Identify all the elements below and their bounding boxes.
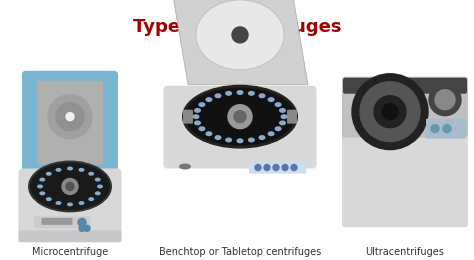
Ellipse shape — [39, 178, 46, 181]
Ellipse shape — [46, 172, 52, 176]
FancyBboxPatch shape — [287, 110, 297, 124]
Circle shape — [78, 218, 86, 226]
Ellipse shape — [225, 138, 232, 142]
Text: Microcentrifuge: Microcentrifuge — [32, 247, 108, 257]
Ellipse shape — [199, 102, 205, 107]
Ellipse shape — [182, 85, 298, 148]
Ellipse shape — [199, 126, 205, 131]
FancyBboxPatch shape — [164, 86, 317, 168]
Ellipse shape — [67, 166, 73, 171]
Circle shape — [435, 90, 455, 110]
FancyBboxPatch shape — [342, 77, 468, 138]
Text: Benchtop or Tabletop centrifuges: Benchtop or Tabletop centrifuges — [159, 247, 321, 257]
Circle shape — [232, 27, 248, 43]
FancyBboxPatch shape — [37, 81, 103, 165]
Ellipse shape — [95, 191, 100, 195]
Ellipse shape — [289, 164, 301, 170]
Circle shape — [291, 165, 297, 171]
Ellipse shape — [215, 93, 221, 98]
Ellipse shape — [88, 197, 94, 201]
Ellipse shape — [88, 172, 94, 176]
Circle shape — [273, 165, 279, 171]
Circle shape — [443, 125, 451, 133]
Circle shape — [66, 183, 74, 190]
FancyBboxPatch shape — [34, 216, 91, 228]
Ellipse shape — [281, 114, 288, 119]
FancyBboxPatch shape — [22, 71, 118, 178]
Circle shape — [429, 84, 461, 116]
Text: Types of Centrifuges: Types of Centrifuges — [133, 18, 341, 36]
Circle shape — [264, 165, 270, 171]
Ellipse shape — [258, 93, 265, 98]
Circle shape — [360, 82, 420, 142]
Ellipse shape — [79, 168, 84, 172]
Ellipse shape — [28, 160, 112, 212]
Ellipse shape — [248, 91, 255, 96]
FancyBboxPatch shape — [18, 230, 121, 242]
Text: Ultracentrifuges: Ultracentrifuges — [365, 247, 445, 257]
Ellipse shape — [274, 102, 282, 107]
FancyBboxPatch shape — [343, 78, 467, 94]
Ellipse shape — [268, 97, 274, 102]
Ellipse shape — [55, 168, 62, 172]
FancyBboxPatch shape — [342, 77, 468, 227]
Ellipse shape — [194, 108, 201, 113]
Ellipse shape — [279, 108, 286, 113]
Ellipse shape — [55, 201, 62, 205]
Circle shape — [255, 165, 261, 171]
Ellipse shape — [97, 184, 103, 188]
Ellipse shape — [279, 120, 286, 125]
Ellipse shape — [225, 91, 232, 96]
Ellipse shape — [258, 135, 265, 140]
Ellipse shape — [179, 164, 191, 170]
Circle shape — [228, 105, 252, 129]
Ellipse shape — [205, 131, 212, 136]
Circle shape — [352, 74, 428, 150]
Circle shape — [79, 225, 85, 231]
Ellipse shape — [95, 178, 100, 181]
Ellipse shape — [237, 138, 244, 143]
Ellipse shape — [205, 97, 212, 102]
Ellipse shape — [194, 120, 201, 125]
Ellipse shape — [185, 88, 295, 146]
Ellipse shape — [215, 135, 221, 140]
Ellipse shape — [79, 201, 84, 205]
FancyBboxPatch shape — [42, 218, 73, 225]
Ellipse shape — [248, 138, 255, 142]
Polygon shape — [172, 0, 308, 85]
Circle shape — [56, 103, 84, 131]
Circle shape — [382, 104, 398, 120]
Circle shape — [62, 178, 78, 194]
FancyBboxPatch shape — [249, 161, 306, 173]
Ellipse shape — [196, 0, 284, 70]
Circle shape — [374, 96, 406, 128]
Circle shape — [234, 111, 246, 123]
FancyBboxPatch shape — [426, 119, 466, 139]
Circle shape — [48, 95, 92, 139]
Ellipse shape — [30, 162, 110, 210]
Ellipse shape — [237, 90, 244, 95]
Circle shape — [431, 125, 439, 133]
Circle shape — [282, 165, 288, 171]
FancyBboxPatch shape — [18, 168, 121, 238]
Ellipse shape — [268, 131, 274, 136]
Ellipse shape — [192, 114, 200, 119]
FancyBboxPatch shape — [183, 110, 193, 124]
Ellipse shape — [46, 197, 52, 201]
Ellipse shape — [37, 184, 43, 188]
Ellipse shape — [274, 126, 282, 131]
Ellipse shape — [67, 202, 73, 206]
Circle shape — [84, 225, 90, 231]
Ellipse shape — [39, 191, 46, 195]
Circle shape — [66, 113, 74, 121]
